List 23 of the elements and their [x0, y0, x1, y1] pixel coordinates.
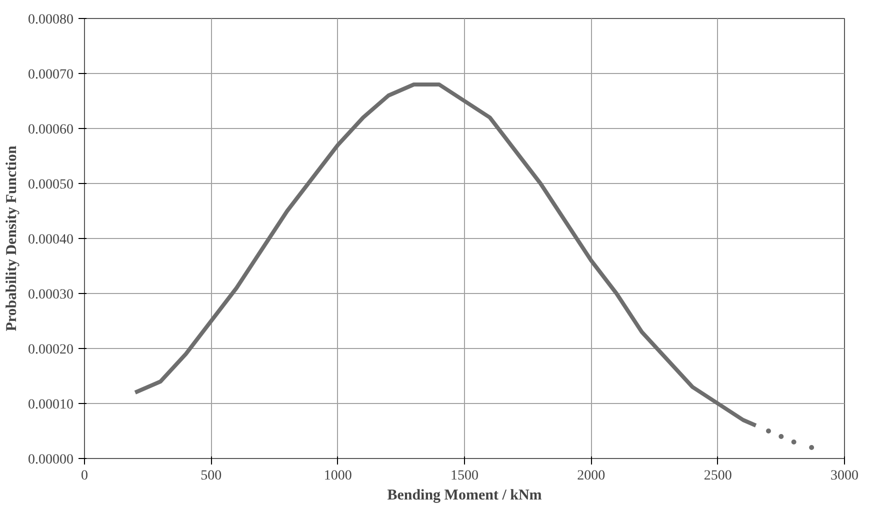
point: [791, 440, 796, 444]
y-tick-label: 0.00030: [28, 288, 74, 302]
x-tick-label: 1000: [324, 468, 352, 484]
x-tick-label: 0: [81, 468, 88, 484]
x-tick-label: 2000: [577, 468, 606, 484]
y-tick-label: 0.00010: [28, 398, 74, 412]
y-tick-label: 0.00070: [28, 68, 74, 82]
x-tick-label: 2500: [704, 468, 732, 484]
y-tick-label: 0.00060: [28, 122, 74, 138]
y-tick-label: 0.00000: [28, 452, 74, 468]
x-axis-title: Bending Moment / kNm: [387, 488, 542, 504]
y-tick-label: 0.00050: [28, 178, 74, 192]
x-tick-label: 500: [200, 468, 222, 484]
y-tick-label: 0.00040: [28, 232, 74, 248]
y-axis-title: Probability Density Function: [4, 145, 20, 332]
point: [809, 445, 814, 450]
y-tick-label: 0.00020: [28, 342, 74, 358]
point: [766, 428, 771, 434]
x-tick-label: 3000: [830, 468, 858, 484]
point: [778, 434, 784, 439]
x-tick-label: 1500: [450, 468, 478, 484]
y-tick-label: 0.00080: [28, 12, 74, 28]
line-series: [133, 82, 758, 428]
